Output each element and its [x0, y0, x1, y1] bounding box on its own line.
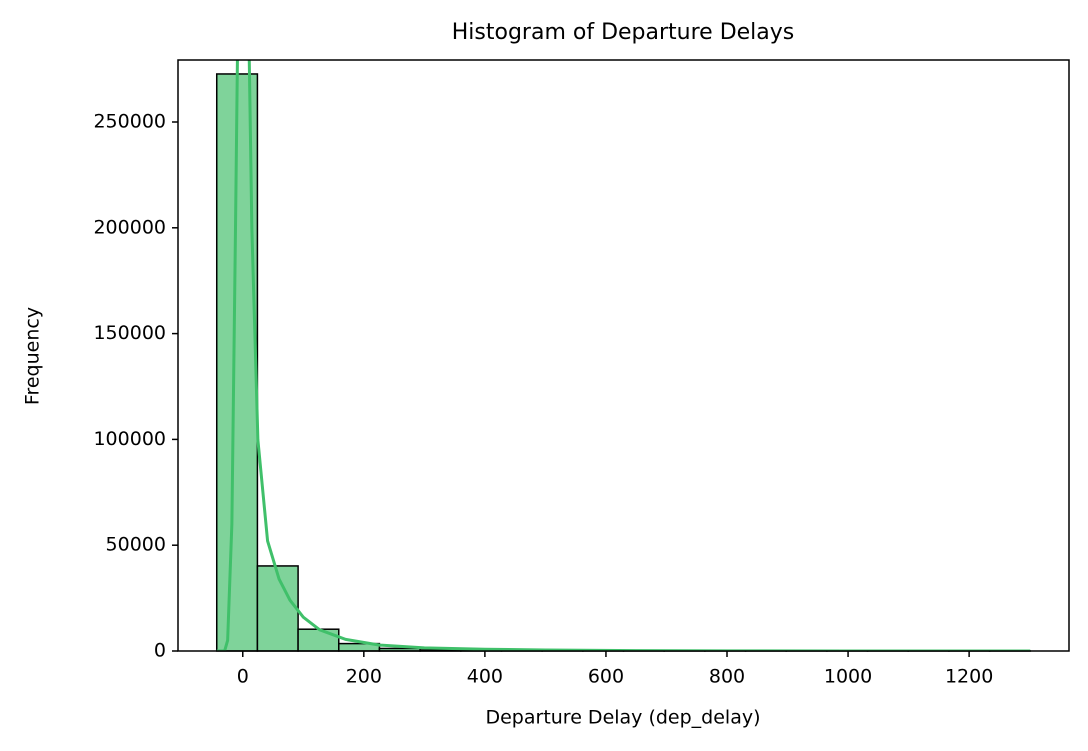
- y-tick-label: 150000: [93, 322, 166, 344]
- bar: [297, 628, 340, 652]
- y-tick-label: 100000: [93, 428, 166, 450]
- y-tick-label: 50000: [106, 534, 166, 556]
- kde-layer: [216, 60, 1031, 651]
- x-tick-label: 1000: [824, 666, 872, 688]
- x-tick-label: 800: [709, 666, 745, 688]
- x-axis-label: Departure Delay (dep_delay): [485, 707, 760, 729]
- chart-title: Histogram of Departure Delays: [452, 20, 795, 45]
- y-tick-label: 0: [154, 640, 166, 662]
- x-tick-label: 200: [346, 666, 382, 688]
- y-tick-label: 250000: [93, 110, 166, 132]
- x-tick-label: 400: [467, 666, 503, 688]
- y-tick-label: 200000: [93, 216, 166, 238]
- kde-line: [216, 60, 1031, 651]
- x-tick-label: 0: [237, 666, 249, 688]
- plot-frame: [177, 59, 1070, 652]
- bar: [256, 565, 299, 652]
- x-tick-label: 1200: [945, 666, 993, 688]
- axes: 0 50000 100000 150000 200000 250000 0 200 400 600…: [93, 110, 993, 687]
- y-axis-label: Frequency: [22, 307, 44, 405]
- x-tick-label: 600: [588, 666, 624, 688]
- bars: [215, 73, 1032, 652]
